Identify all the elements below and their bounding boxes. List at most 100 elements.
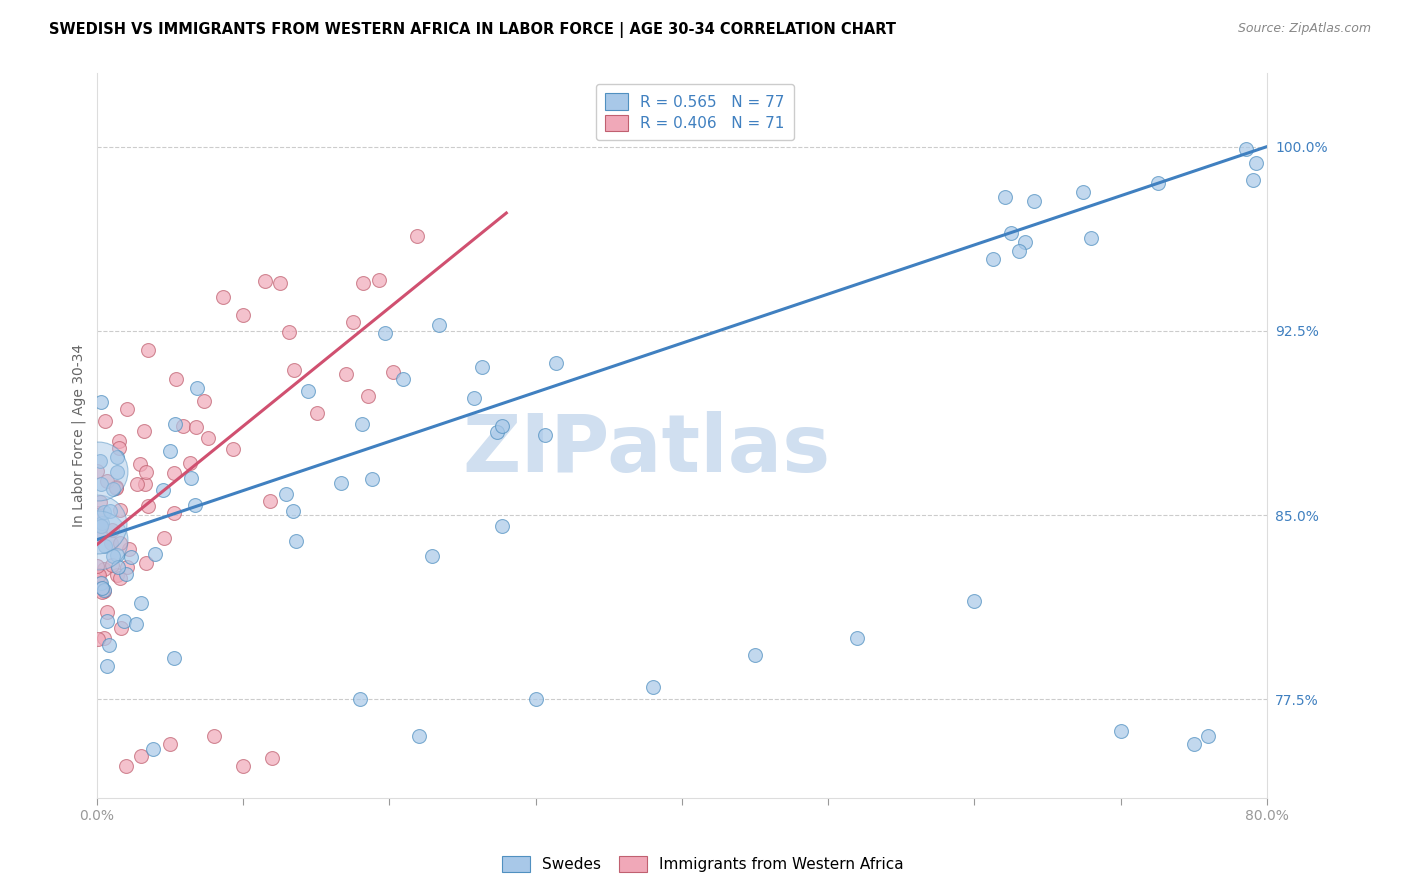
Point (90, 575, 112, 590)
Point (202, 729, 225, 743)
Point (963, 594, 986, 608)
Text: SWEDISH VS IMMIGRANTS FROM WESTERN AFRICA IN LABOR FORCE | AGE 30-34 CORRELATION: SWEDISH VS IMMIGRANTS FROM WESTERN AFRIC… (49, 22, 896, 38)
Point (524, 692, 547, 706)
Point (1071, 185, 1094, 199)
Legend: Swedes, Immigrants from Western Africa: Swedes, Immigrants from Western Africa (495, 848, 911, 880)
Point (392, 372, 415, 386)
Point (94, 539, 117, 553)
Point (1014, 235, 1036, 250)
Point (374, 326, 396, 341)
Point (197, 431, 219, 445)
Point (101, 549, 124, 564)
Point (110, 571, 132, 585)
Point (129, 748, 152, 763)
Point (533, 428, 555, 442)
Point (1182, 737, 1205, 751)
Point (349, 692, 371, 706)
Point (307, 406, 329, 420)
Point (367, 273, 389, 287)
Point (277, 325, 299, 339)
Point (360, 472, 382, 486)
Point (165, 417, 187, 431)
Point (107, 434, 129, 448)
Point (93, 631, 115, 645)
Point (89, 568, 111, 582)
Point (211, 290, 233, 304)
Point (105, 466, 128, 480)
Point (90, 519, 112, 533)
Point (163, 506, 186, 520)
Point (96, 659, 118, 673)
Point (125, 617, 148, 632)
Point (90, 518, 112, 533)
Point (463, 391, 485, 405)
Point (253, 274, 276, 288)
Point (1246, 156, 1268, 170)
Point (184, 498, 207, 512)
Point (89, 495, 111, 509)
Point (100, 536, 122, 550)
Point (544, 356, 567, 370)
Legend: R = 0.565   N = 77, R = 0.406   N = 71: R = 0.565 N = 77, R = 0.406 N = 71 (596, 84, 794, 140)
Point (981, 252, 1004, 267)
Point (134, 477, 156, 491)
Point (108, 503, 131, 517)
Point (1024, 194, 1046, 209)
Y-axis label: In Labor Force | Age 30-34: In Labor Force | Age 30-34 (72, 343, 86, 527)
Point (193, 394, 215, 409)
Point (86, 464, 108, 478)
Point (427, 318, 450, 333)
Point (115, 560, 138, 574)
Point (165, 372, 187, 386)
Point (406, 228, 429, 243)
Point (110, 621, 132, 635)
Point (91, 585, 114, 599)
Point (105, 548, 128, 562)
Point (1080, 231, 1102, 245)
Point (1197, 729, 1219, 743)
Point (132, 425, 155, 439)
Point (641, 680, 664, 694)
Point (262, 751, 284, 765)
Point (269, 276, 291, 290)
Point (91, 516, 114, 531)
Text: ZIPatlas: ZIPatlas (463, 411, 831, 489)
Point (107, 559, 129, 574)
Point (259, 494, 281, 508)
Point (1008, 244, 1031, 258)
Point (232, 308, 254, 322)
Point (283, 363, 305, 377)
Point (86, 517, 108, 532)
Point (105, 450, 128, 464)
Point (352, 276, 374, 290)
Point (381, 365, 404, 379)
Point (120, 549, 142, 564)
Point (128, 457, 150, 471)
Point (142, 742, 165, 756)
Point (153, 531, 176, 545)
Point (98, 638, 121, 652)
Point (105, 568, 128, 582)
Point (1147, 176, 1170, 190)
Point (115, 758, 138, 772)
Point (90, 395, 112, 409)
Point (87, 533, 110, 548)
Point (86, 558, 108, 573)
Point (222, 442, 245, 456)
Point (87, 567, 110, 582)
Point (1000, 226, 1022, 240)
Point (96, 605, 118, 619)
Point (744, 648, 766, 663)
Point (96, 614, 118, 628)
Point (93, 414, 115, 428)
Point (159, 444, 181, 458)
Point (93, 562, 115, 576)
Point (297, 384, 319, 398)
Point (100, 523, 122, 537)
Point (104, 481, 127, 495)
Point (491, 418, 513, 433)
Point (112, 614, 135, 628)
Point (98, 504, 121, 518)
Point (284, 533, 307, 548)
Point (335, 367, 357, 381)
